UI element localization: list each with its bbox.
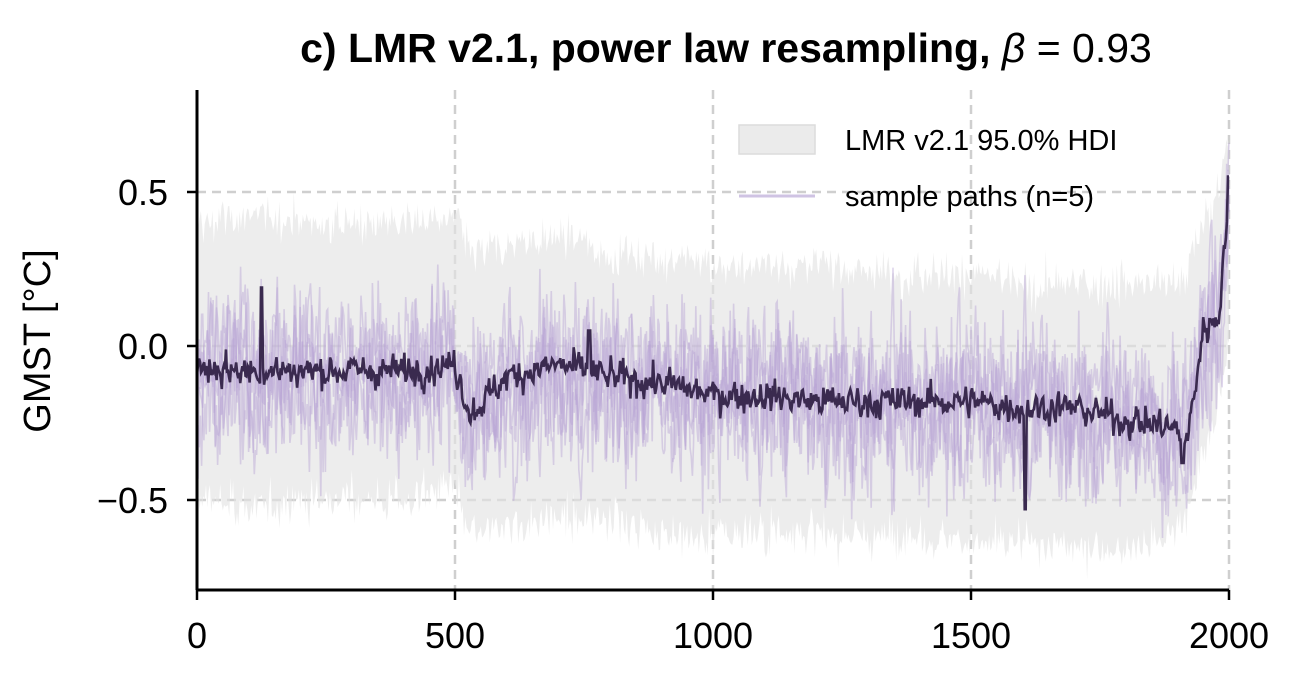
y-tick-label: −0.5 (97, 480, 168, 521)
x-tick-label: 0 (187, 615, 207, 656)
y-ticks: −0.5 0.0 0.5 (97, 172, 197, 521)
median-line (195, 175, 1230, 511)
legend-hdi-label: LMR v2.1 95.0% HDI (845, 125, 1117, 157)
legend: LMR v2.1 95.0% HDI sample paths (n=5) (738, 124, 1117, 213)
x-tick-label: 1000 (673, 615, 753, 656)
x-tick-label: 2000 (1189, 615, 1269, 656)
hdi-band (197, 139, 1229, 580)
x-tick-label: 500 (425, 615, 485, 656)
chart-title-text: c) LMR v2.1, power law resampling, (300, 25, 1002, 71)
y-tick-label: 0.5 (118, 172, 168, 213)
legend-hdi-swatch (738, 124, 816, 155)
chart-title-equals: = (1025, 25, 1072, 71)
chart-title-beta-value: 0.93 (1072, 25, 1152, 71)
sample-path-4 (196, 142, 1230, 512)
y-axis-label: GMST [°C] (17, 249, 59, 432)
y-tick-label: 0.0 (118, 326, 168, 367)
x-ticks: 0 500 1000 1500 2000 (187, 590, 1269, 656)
chart-title-beta-symbol: β (1001, 25, 1025, 71)
chart-title: c) LMR v2.1, power law resampling, β = 0… (300, 25, 1152, 71)
legend-sample-paths-label: sample paths (n=5) (845, 181, 1094, 213)
plot-area (195, 139, 1230, 580)
sample-path-1 (196, 179, 1230, 539)
x-tick-label: 1500 (931, 615, 1011, 656)
sample-path-5 (196, 191, 1230, 517)
sample-path-2 (196, 169, 1230, 514)
